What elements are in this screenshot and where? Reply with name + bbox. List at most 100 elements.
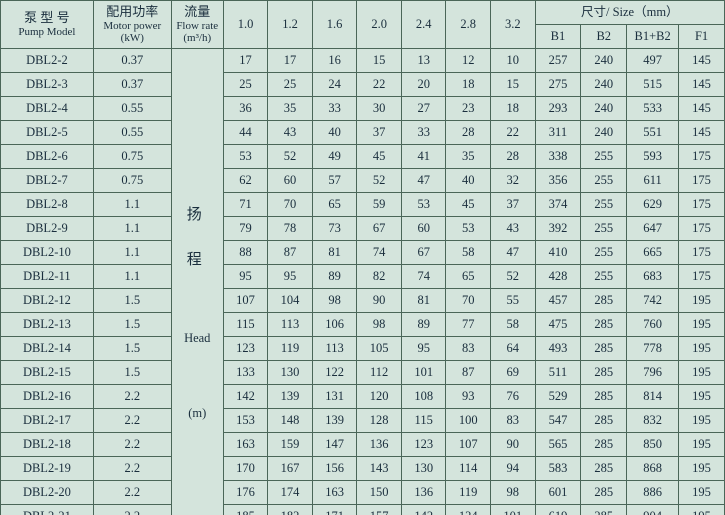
- cell-power: 2.2: [93, 457, 171, 481]
- table-row: DBL2-151.5133130122112101876951128579619…: [1, 361, 725, 385]
- cell-value: 120: [357, 385, 402, 409]
- cell-value: 49: [312, 145, 357, 169]
- table-row: DBL2-121.51071049890817055457285742195: [1, 289, 725, 313]
- cell-model: DBL2-9: [1, 217, 94, 241]
- cell-value: 147: [312, 433, 357, 457]
- cell-b1: 293: [535, 97, 581, 121]
- cell-model: DBL2-20: [1, 481, 94, 505]
- cell-f1: 145: [679, 121, 725, 145]
- cell-value: 55: [491, 289, 536, 313]
- cell-b2: 285: [581, 385, 627, 409]
- cell-value: 90: [491, 433, 536, 457]
- cell-value: 15: [491, 73, 536, 97]
- cell-value: 60: [401, 217, 446, 241]
- cell-bb: 742: [627, 289, 679, 313]
- cell-bb: 551: [627, 121, 679, 145]
- cell-b2: 255: [581, 217, 627, 241]
- cell-power: 0.75: [93, 145, 171, 169]
- cell-bb: 611: [627, 169, 679, 193]
- cell-bb: 796: [627, 361, 679, 385]
- cell-bb: 832: [627, 409, 679, 433]
- cell-f1: 195: [679, 481, 725, 505]
- cell-f1: 175: [679, 169, 725, 193]
- cell-value: 58: [446, 241, 491, 265]
- cell-bb: 683: [627, 265, 679, 289]
- cell-value: 133: [223, 361, 268, 385]
- header-b2: B2: [581, 25, 627, 49]
- cell-value: 157: [357, 505, 402, 515]
- table-header: 泵 型 号 Pump Model 配用功率 Motor power (kW) 流…: [1, 1, 725, 49]
- cell-value: 104: [268, 289, 313, 313]
- cell-value: 87: [446, 361, 491, 385]
- cell-b2: 285: [581, 409, 627, 433]
- header-flow-en1: Flow rate: [173, 20, 222, 32]
- table-row: DBL2-40.5536353330272318293240533145: [1, 97, 725, 121]
- cell-value: 41: [401, 145, 446, 169]
- cell-power: 0.37: [93, 49, 171, 73]
- cell-bb: 760: [627, 313, 679, 337]
- cell-value: 123: [223, 337, 268, 361]
- cell-value: 139: [268, 385, 313, 409]
- cell-value: 77: [446, 313, 491, 337]
- cell-f1: 175: [679, 145, 725, 169]
- cell-value: 163: [223, 433, 268, 457]
- cell-value: 148: [268, 409, 313, 433]
- cell-power: 2.2: [93, 385, 171, 409]
- cell-b2: 285: [581, 433, 627, 457]
- cell-b1: 547: [535, 409, 581, 433]
- table-row: DBL2-101.188878174675847410255665175: [1, 241, 725, 265]
- cell-value: 174: [268, 481, 313, 505]
- cell-value: 83: [446, 337, 491, 361]
- cell-f1: 195: [679, 289, 725, 313]
- cell-b1: 410: [535, 241, 581, 265]
- header-col-2.4: 2.4: [401, 1, 446, 49]
- cell-value: 87: [268, 241, 313, 265]
- cell-value: 143: [357, 457, 402, 481]
- cell-value: 70: [446, 289, 491, 313]
- header-flow-cn: 流量: [173, 5, 222, 19]
- header-model-cn: 泵 型 号: [2, 11, 92, 25]
- cell-value: 16: [312, 49, 357, 73]
- cell-f1: 195: [679, 433, 725, 457]
- cell-power: 1.5: [93, 289, 171, 313]
- cell-value: 98: [312, 289, 357, 313]
- cell-bb: 904: [627, 505, 679, 515]
- cell-model: DBL2-3: [1, 73, 94, 97]
- cell-model: DBL2-4: [1, 97, 94, 121]
- cell-value: 52: [268, 145, 313, 169]
- header-power-en2: (kW): [95, 32, 170, 44]
- cell-value: 32: [491, 169, 536, 193]
- cell-f1: 145: [679, 49, 725, 73]
- cell-b1: 583: [535, 457, 581, 481]
- cell-value: 101: [401, 361, 446, 385]
- cell-value: 95: [223, 265, 268, 289]
- cell-value: 25: [268, 73, 313, 97]
- table-row: DBL2-192.2170167156143130114945832858681…: [1, 457, 725, 481]
- cell-value: 131: [312, 385, 357, 409]
- cell-b2: 255: [581, 169, 627, 193]
- cell-f1: 195: [679, 337, 725, 361]
- cell-value: 182: [268, 505, 313, 515]
- cell-value: 43: [268, 121, 313, 145]
- table-row: DBL2-202.2176174163150136119986012858861…: [1, 481, 725, 505]
- cell-value: 37: [357, 121, 402, 145]
- cell-model: DBL2-7: [1, 169, 94, 193]
- cell-b1: 475: [535, 313, 581, 337]
- cell-f1: 175: [679, 241, 725, 265]
- cell-f1: 195: [679, 409, 725, 433]
- cell-value: 113: [268, 313, 313, 337]
- cell-value: 52: [357, 169, 402, 193]
- pump-spec-table: 泵 型 号 Pump Model 配用功率 Motor power (kW) 流…: [0, 0, 725, 515]
- cell-f1: 145: [679, 97, 725, 121]
- cell-b2: 285: [581, 313, 627, 337]
- header-col-1.2: 1.2: [268, 1, 313, 49]
- cell-b1: 601: [535, 481, 581, 505]
- cell-value: 74: [357, 241, 402, 265]
- cell-value: 47: [401, 169, 446, 193]
- cell-bb: 593: [627, 145, 679, 169]
- cell-value: 115: [223, 313, 268, 337]
- table-row: DBL2-60.7553524945413528338255593175: [1, 145, 725, 169]
- cell-model: DBL2-17: [1, 409, 94, 433]
- cell-value: 95: [268, 265, 313, 289]
- cell-value: 119: [268, 337, 313, 361]
